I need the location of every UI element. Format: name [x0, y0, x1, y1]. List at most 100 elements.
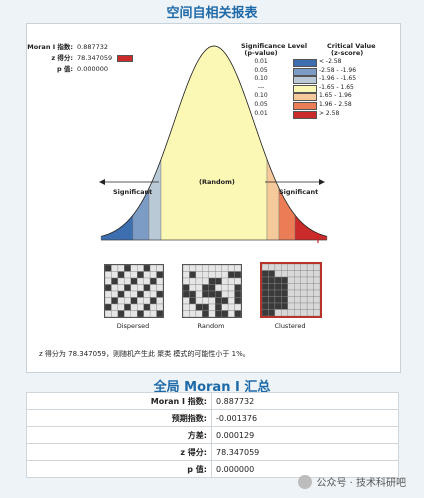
mosaic-cell: [268, 309, 276, 316]
mosaic-cell: [105, 297, 112, 305]
mosaic-cell: [137, 303, 144, 311]
mosaic-cell: [143, 290, 151, 298]
mosaic-cell: [306, 283, 314, 291]
mosaic-cell: [117, 284, 125, 292]
mosaic-cell: [149, 284, 157, 292]
mosaic-cell: [149, 303, 157, 311]
table-row: 方差: 0.000129: [26, 426, 399, 444]
mosaic-cell: [130, 284, 138, 292]
mosaic-cell: [221, 271, 229, 279]
mosaic-cell: [183, 284, 190, 292]
mosaic-cell: [195, 310, 203, 317]
mosaic-cell: [195, 297, 203, 305]
label-significant-left: Significant: [113, 188, 153, 196]
mosaic-cell: [149, 265, 157, 272]
mosaic-cell: [227, 284, 235, 292]
mosaic-cell: [124, 265, 131, 272]
mosaic-cell: [262, 270, 269, 278]
mosaic-cell: [234, 271, 241, 279]
mosaic-cell: [137, 284, 144, 292]
mosaic-cell: [111, 271, 119, 279]
mosaic-cell: [306, 276, 314, 284]
mosaic-cell: [294, 302, 301, 310]
legend-swatch: [293, 84, 317, 93]
mosaic-cell: [183, 290, 190, 298]
mosaic-cell: [149, 271, 157, 279]
mosaic-cell: [105, 303, 112, 311]
mosaic-cell: [202, 265, 209, 272]
mosaic-cell: [294, 283, 301, 291]
mosaic-cell: [221, 265, 229, 272]
mosaic-cell: [274, 276, 282, 284]
watermark: 公众号 · 技术科研吧: [298, 474, 406, 489]
mosaic-cell: [287, 264, 295, 271]
mosaic-cell: [130, 271, 138, 279]
mosaic-cell: [227, 271, 235, 279]
mosaic-cell: [156, 284, 163, 292]
mosaic-cell: [202, 303, 209, 311]
mosaic-cell: [234, 265, 241, 272]
mosaic-cell: [189, 284, 197, 292]
mosaic-cell: [300, 276, 308, 284]
mosaic-cell: [111, 290, 119, 298]
report-panel: Moran I 指数: 0.887732 z 得分: 78.347059 p 值: 0…: [26, 23, 401, 373]
mosaic-cell: [111, 297, 119, 305]
mosaic-cell: [156, 277, 163, 285]
mosaic-cell: [105, 310, 112, 317]
mosaic-cell: [262, 296, 269, 304]
mosaic-cell: [195, 277, 203, 285]
mosaic-cell: [117, 277, 125, 285]
mosaic-cell: [117, 290, 125, 298]
mosaic-cell: [189, 310, 197, 317]
summary-title: 全局 Moran I 汇总: [153, 380, 271, 395]
mosaic-cell: [215, 284, 222, 292]
mosaic-cell: [156, 265, 163, 272]
mosaic-cell: [105, 277, 112, 285]
mosaic-cell: [124, 310, 131, 317]
mosaic-cell: [268, 270, 276, 278]
mosaic-cell: [189, 297, 197, 305]
mosaic-cell: [313, 276, 320, 284]
mosaic-cell: [262, 302, 269, 310]
mosaic-cell: [227, 277, 235, 285]
curve-region: [266, 159, 280, 241]
wechat-icon: [298, 474, 313, 489]
mosaic-cell: [111, 303, 119, 311]
mosaic-cell: [287, 302, 295, 310]
mosaic-cell: [137, 271, 144, 279]
mosaic-cell: [268, 276, 276, 284]
mosaic-cell: [227, 310, 235, 317]
mosaic-cell: [195, 271, 203, 279]
legend-p: ---: [257, 83, 265, 91]
summary-label: 方差:: [26, 426, 212, 444]
mosaic-cell: [300, 270, 308, 278]
mosaic-cell: [234, 297, 241, 305]
mosaic-cell: [306, 264, 314, 271]
mosaic-cell: [202, 290, 209, 298]
legend-p: 0.05: [254, 101, 268, 108]
mosaic-cell: [156, 271, 163, 279]
mosaic-cell: [234, 290, 241, 298]
mosaic-cell: [287, 276, 295, 284]
thumb-label-random: Random: [197, 322, 225, 330]
mosaic-cell: [234, 277, 241, 285]
mosaic-cell: [195, 284, 203, 292]
mosaic-cell: [124, 271, 131, 279]
mosaic-cell: [215, 265, 222, 272]
stat-moran: Moran I 指数: 0.887732: [27, 43, 109, 51]
mosaic-cell: [105, 265, 112, 272]
mosaic-cell: [221, 284, 229, 292]
mosaic-cell: [183, 297, 190, 305]
summary-value: -0.001376: [211, 409, 399, 427]
mosaic-cell: [149, 310, 157, 317]
thumb-label-dispersed: Dispersed: [116, 322, 150, 330]
mosaic-cell: [130, 277, 138, 285]
mosaic-cell: [281, 270, 288, 278]
legend-z: -2.58 - -1.96: [319, 66, 357, 74]
mosaic-cell: [215, 277, 222, 285]
curve-region: [148, 159, 162, 241]
mosaic-cell: [137, 297, 144, 305]
mosaic-cell: [143, 271, 151, 279]
table-row: Moran I 指数: 0.887732: [26, 392, 399, 410]
mosaic-cell: [215, 297, 222, 305]
